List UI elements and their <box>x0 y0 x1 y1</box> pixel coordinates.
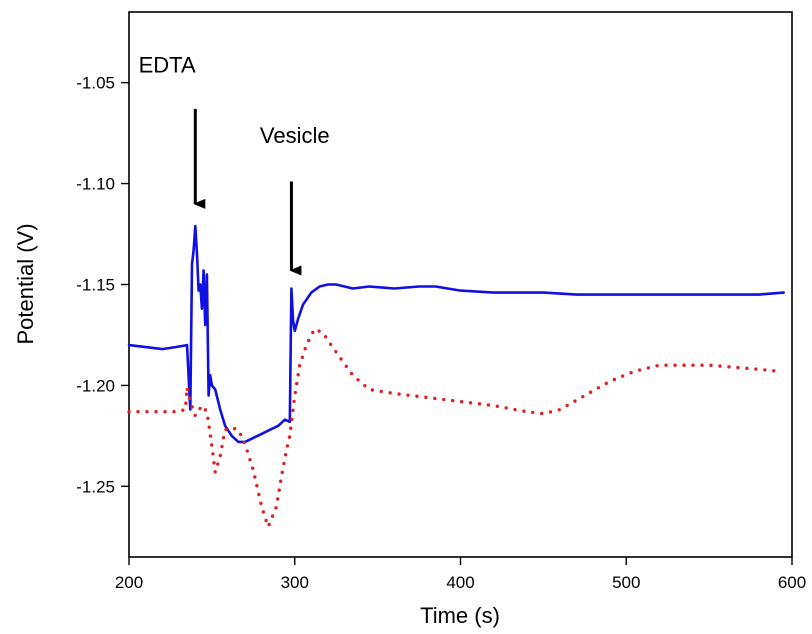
y-tick-label: -1.10 <box>76 175 115 194</box>
series-line-1 <box>127 224 786 444</box>
x-tick-label: 400 <box>446 573 474 592</box>
y-tick-label: -1.20 <box>76 376 115 395</box>
data-layer <box>127 224 786 529</box>
y-tick-label: -1.25 <box>76 477 115 496</box>
annotation-label: Vesicle <box>260 123 330 148</box>
x-axis-title: Time (s) <box>420 603 500 628</box>
y-axis-title: Potential (V) <box>13 223 38 344</box>
x-tick-label: 600 <box>778 573 806 592</box>
plot-frame <box>128 11 793 558</box>
annotation-label: EDTA <box>139 53 196 78</box>
annotation-layer: EDTA Vesicle <box>139 53 330 276</box>
x-tick-label: 200 <box>115 573 143 592</box>
x-tick-label: 500 <box>612 573 640 592</box>
axis-layer: 200 300 400 500 600 -1.05 -1.10 -1.15 -1.20 -1.25 <box>76 74 806 592</box>
y-tick-label: -1.05 <box>76 74 115 93</box>
y-tick-label: -1.15 <box>76 276 115 295</box>
x-tick-label: 300 <box>281 573 309 592</box>
